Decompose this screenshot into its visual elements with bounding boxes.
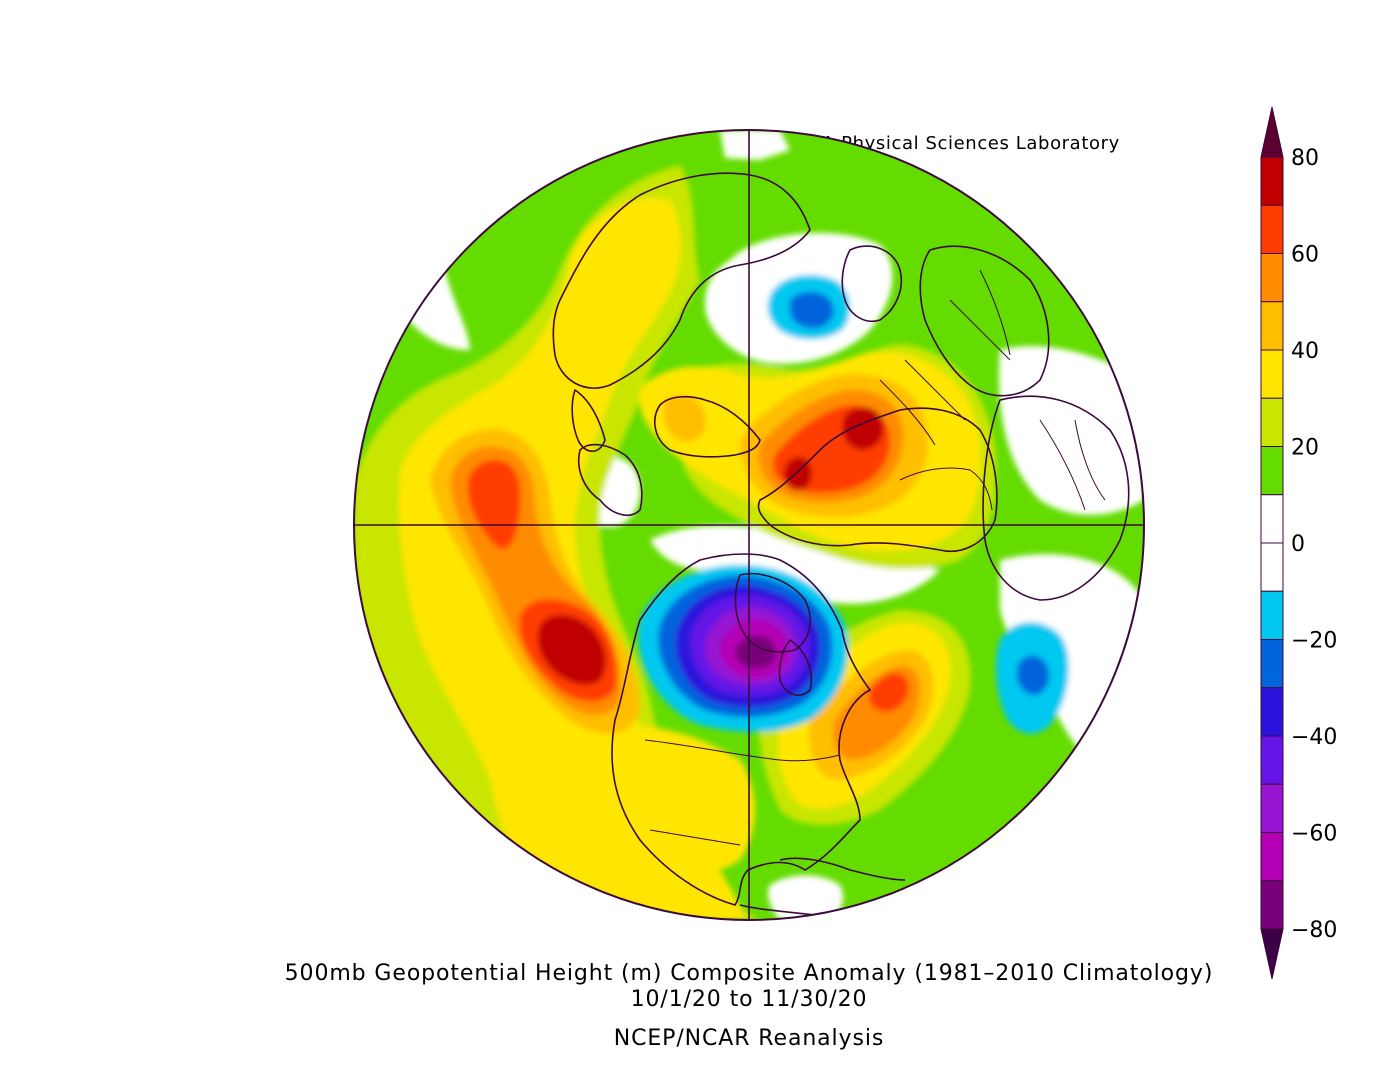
- coastlines: [552, 172, 1130, 916]
- colorbar-arrow-top: [1260, 106, 1284, 158]
- colorbar-bin: [1260, 542, 1284, 592]
- boundary-canada-usa: [644, 739, 841, 762]
- colorbar-label: 20: [1291, 436, 1319, 461]
- contour-pos-40-bering: [663, 395, 706, 442]
- colorbar-bin: [1260, 446, 1284, 496]
- contour-neutral-northeast-edge: [999, 346, 1144, 515]
- contour-neg-70-greenland: [735, 635, 776, 669]
- coast-south-america: [739, 904, 816, 916]
- contour-pos-30-west: [398, 198, 745, 920]
- boundary-africa-2: [1074, 419, 1106, 501]
- boundary-usa-mexico: [649, 829, 741, 846]
- colorbar-bin: [1260, 349, 1284, 399]
- boundary-asia-2: [904, 359, 966, 421]
- colorbar-bin: [1260, 156, 1284, 206]
- colorbar-bin: [1260, 204, 1284, 254]
- colorbar-label: −40: [1291, 725, 1337, 750]
- coast-greenland: [734, 573, 811, 653]
- contour-neutral-south: [768, 875, 844, 920]
- colorbar-bin: [1260, 639, 1284, 689]
- colorbar-label: 40: [1291, 339, 1319, 364]
- colorbar-label: 0: [1291, 532, 1305, 557]
- coast-africa-north: [982, 395, 1130, 601]
- caption-dates: 10/1/20 to 11/30/20: [631, 987, 868, 1012]
- contour-pos-60-pacific-north: [467, 460, 521, 549]
- contour-neutral-top: [720, 130, 790, 160]
- colorbar-bin: [1260, 687, 1284, 737]
- colorbar-label: −80: [1291, 918, 1337, 943]
- colorbar-bin: [1260, 301, 1284, 351]
- colorbar: 80 60 40 20 0 −20 −40 −60 −80: [1260, 106, 1337, 980]
- colorbar-bin: [1260, 783, 1284, 833]
- coast-europe: [919, 245, 1050, 397]
- boundary-russia-china: [899, 467, 993, 511]
- colorbar-label: 60: [1291, 243, 1319, 268]
- colorbar-bin: [1260, 735, 1284, 785]
- colorbar-bin: [1260, 832, 1284, 882]
- political-boundaries: [644, 269, 1106, 846]
- colorbar-bin: [1260, 253, 1284, 303]
- colorbar-arrow-bottom: [1260, 928, 1284, 980]
- coast-asia-east: [552, 172, 811, 389]
- colorbar-bin: [1260, 880, 1284, 930]
- map-boundary-circle: [353, 129, 1145, 921]
- boundary-africa-1: [1039, 419, 1086, 511]
- colorbar-label: −60: [1291, 822, 1337, 847]
- coast-alaska: [578, 443, 643, 516]
- coast-japan: [571, 389, 606, 453]
- contour-neg-20-iberia: [1016, 655, 1050, 695]
- colorbar-label: −20: [1291, 629, 1337, 654]
- coast-scandinavia: [841, 245, 902, 322]
- boundary-europe-1: [949, 299, 1011, 361]
- coast-hudson-bay: [778, 639, 812, 696]
- boundary-asia-1: [879, 379, 936, 446]
- contour-neg-20-scandinavia: [790, 291, 834, 329]
- caption-title: 500mb Geopotential Height (m) Composite …: [285, 961, 1214, 986]
- caption-source: NCEP/NCAR Reanalysis: [614, 1026, 884, 1051]
- contour-pos-30-mexico: [606, 726, 755, 875]
- coast-eurasia-north: [757, 407, 998, 552]
- contour-pos-60-atlantic: [868, 672, 909, 712]
- polar-map: [354, 130, 1144, 920]
- coast-north-america: [611, 553, 871, 906]
- boundary-europe-2: [979, 269, 1011, 356]
- colorbar-bin: [1260, 397, 1284, 447]
- contour-pos-70-siberia: [842, 406, 884, 450]
- contour-neutral-arctic: [650, 525, 940, 604]
- coast-siberia-east: [654, 395, 761, 458]
- colorbar-label: 80: [1291, 146, 1319, 171]
- colorbar-bin: [1260, 494, 1284, 544]
- contour-pos-70-pacific: [537, 614, 606, 685]
- colorbar-bin: [1260, 590, 1284, 640]
- coast-caribbean: [779, 857, 906, 881]
